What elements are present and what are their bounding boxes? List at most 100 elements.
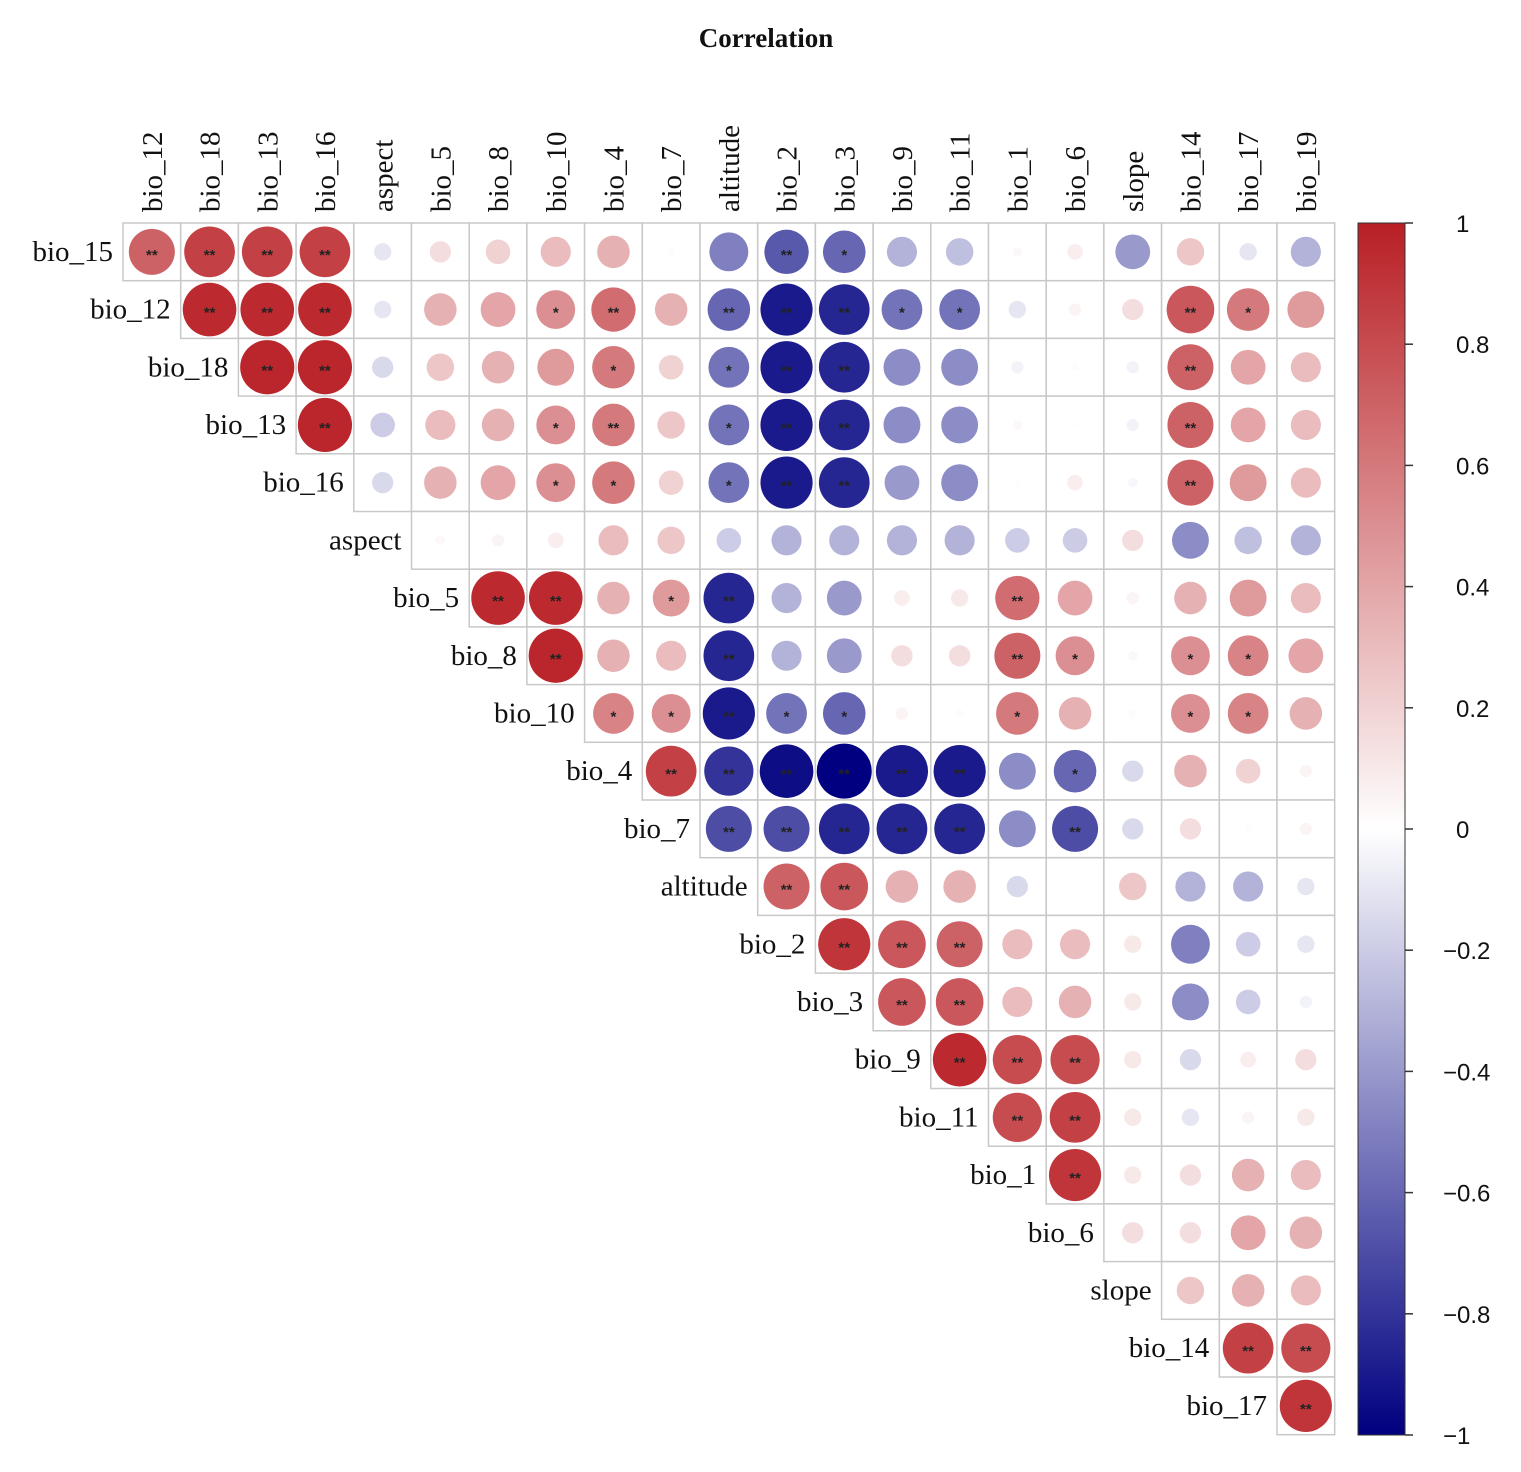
correlation-circle [708,462,750,504]
correlation-circle [426,353,455,381]
correlation-cell [1218,337,1278,397]
significance-mark: ** [838,824,850,841]
correlation-circle [1059,929,1091,960]
correlation-circle [934,803,986,855]
correlation-circle [1124,1050,1142,1069]
correlation-circle [658,354,684,380]
correlation-circle [1235,931,1261,957]
correlation-cell [1218,1145,1278,1205]
correlation-cell [468,453,528,513]
correlation-cell: ** [122,222,182,282]
correlation-circle [760,283,813,336]
correlation-cell [1276,626,1336,686]
correlation-circle [424,466,457,499]
correlation-cell: ** [987,568,1047,628]
correlation-circle [994,632,1041,679]
correlation-cell [583,626,644,686]
correlation-circle [995,575,1040,621]
correlation-circle [1235,758,1261,784]
correlation-circle [1122,1222,1144,1244]
significance-mark: ** [954,1055,966,1072]
correlation-cell [872,683,932,744]
significance-mark: * [1188,708,1194,725]
correlation-circle [818,399,870,451]
correlation-cell [930,856,990,917]
correlation-cell [1218,510,1278,570]
significance-mark: * [611,708,617,725]
column-label: bio_18 [195,131,227,212]
significance-mark: ** [608,305,620,322]
correlation-circle [1050,1035,1100,1085]
correlation-cell [468,395,528,455]
correlation-circle [1239,243,1257,261]
correlation-cell: ** [872,741,932,801]
correlation-circle [1179,1164,1202,1186]
correlation-circle [424,293,457,326]
correlation-cell [1045,453,1105,513]
correlation-cell [1045,279,1105,340]
column-label: altitude [714,125,746,212]
colorbar-tick-label: −0.2 [1443,938,1490,965]
correlation-cell [1218,856,1278,917]
correlation-circle [881,289,923,330]
row-label: bio_17 [1186,1390,1267,1422]
correlation-circle [1126,361,1139,374]
correlation-cell: ** [1045,799,1105,859]
correlation-cell: ** [237,222,297,282]
correlation-circle [591,287,636,332]
correlation-circle [1175,871,1206,902]
correlation-circle [435,535,446,546]
correlation-circle [955,709,964,718]
correlation-cell [930,395,990,455]
row-label: bio_10 [494,697,575,729]
correlation-cell [1160,741,1221,801]
correlation-cell [872,856,932,917]
significance-mark: ** [550,651,562,668]
significance-mark: ** [838,939,850,956]
correlation-circle [1068,303,1082,316]
correlation-circle [1231,1274,1265,1307]
cell-border [641,279,701,340]
correlation-cell [756,626,817,686]
row-label: altitude [661,871,748,903]
correlation-circle [941,406,979,444]
significance-mark: * [611,478,617,495]
column-label: bio_1 [1002,146,1034,212]
correlation-cell: ** [814,741,874,801]
correlation-circle [933,745,986,798]
correlation-circle [703,630,755,682]
significance-mark: * [1072,766,1078,783]
correlation-cell: ** [699,799,759,859]
correlation-cell [1276,1203,1336,1263]
correlation-circle [760,341,813,394]
correlation-circle [491,534,505,547]
correlation-cell [526,222,586,282]
correlation-cell: ** [699,626,759,686]
correlation-cell [1103,972,1163,1032]
correlation-cell: ** [756,799,817,859]
correlation-cell: ** [987,1087,1047,1147]
correlation-cell: ** [930,741,990,801]
correlation-circle [1230,1215,1266,1251]
correlation-circle [1058,697,1092,730]
correlation-cell: * [526,453,586,513]
correlation-circle [1171,636,1210,676]
correlation-cell [1218,1260,1278,1321]
significance-mark: * [553,305,559,322]
correlation-cell: * [814,222,874,282]
correlation-cell [526,510,586,570]
correlation-circle [826,580,862,616]
column-label: bio_10 [541,131,573,212]
correlation-circle [1244,824,1253,833]
cell-border [1160,1030,1221,1090]
correlation-circle [1124,935,1142,953]
correlation-cell: ** [1045,1030,1105,1090]
correlation-cell: * [526,279,586,340]
significance-mark: ** [1185,478,1197,495]
correlation-circle [818,341,870,393]
correlation-cell [814,568,874,628]
correlation-cell [1218,453,1278,513]
significance-mark: * [1188,651,1194,668]
correlation-cell [641,279,701,340]
